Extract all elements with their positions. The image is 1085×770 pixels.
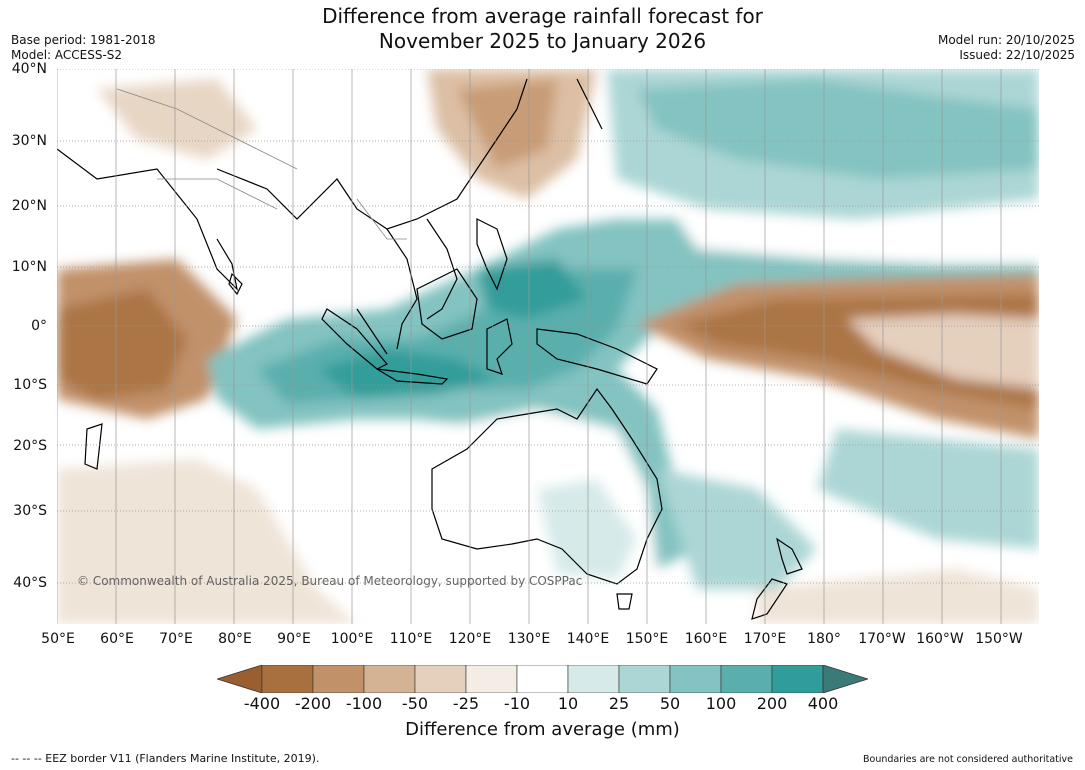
colorbar-label: Difference from average (mm) — [405, 719, 680, 740]
lon-label-160w: 160°W — [916, 631, 964, 647]
lat-label-30s: 30°S — [13, 503, 47, 519]
lon-label-150e: 150°E — [625, 631, 669, 647]
colorbar-segment — [516, 665, 569, 693]
lat-label-0: 0° — [31, 318, 47, 334]
lon-label-180: 180° — [807, 631, 841, 647]
colorbar-tick: -100 — [345, 694, 383, 713]
colorbar-segment — [720, 665, 773, 693]
lon-label-160e: 160°E — [684, 631, 728, 647]
lat-label-20n: 20°N — [11, 198, 47, 214]
lon-label-90e: 90°E — [277, 631, 311, 647]
lon-label-170e: 170°E — [743, 631, 787, 647]
colorbar-tick: 10 — [557, 694, 579, 713]
eez-note: -- -- -- EEZ border V11 (Flanders Marine… — [11, 752, 320, 765]
graticule — [57, 69, 1039, 624]
model-info: Base period: 1981-2018 Model: ACCESS-S2 — [11, 33, 156, 63]
colorbar-tick: -50 — [401, 694, 429, 713]
lat-label-10n: 10°N — [11, 259, 47, 275]
coastlines — [57, 78, 803, 620]
lon-label-110e: 110°E — [389, 631, 433, 647]
map-title: Difference from average rainfall forecas… — [0, 4, 1085, 54]
colorbar-arrow-low — [217, 665, 263, 693]
lon-label-70e: 70°E — [159, 631, 193, 647]
issued-date: Issued: 22/10/2025 — [959, 48, 1075, 62]
colorbar-segment — [261, 665, 314, 693]
lat-label-30n: 30°N — [11, 133, 47, 149]
colorbar-segment — [669, 665, 722, 693]
colorbar-segment — [771, 665, 824, 693]
colorbar-segment — [618, 665, 671, 693]
lon-label-150w: 150°W — [975, 631, 1023, 647]
colorbar-segment — [363, 665, 416, 693]
title-line-2: November 2025 to January 2026 — [378, 29, 707, 53]
base-period: Base period: 1981-2018 — [11, 33, 156, 47]
lon-label-100e: 100°E — [330, 631, 374, 647]
rainfall-map: © Commonwealth of Australia 2025, Bureau… — [57, 69, 1039, 624]
lon-label-120e: 120°E — [448, 631, 492, 647]
model-run-date: Model run: 20/10/2025 — [937, 33, 1075, 47]
colorbar-tick: -25 — [452, 694, 480, 713]
lon-label-140e: 140°E — [566, 631, 610, 647]
lon-label-60e: 60°E — [100, 631, 134, 647]
colorbar-tick: -400 — [243, 694, 281, 713]
copyright-notice: © Commonwealth of Australia 2025, Bureau… — [77, 574, 583, 588]
lon-label-170w: 170°W — [858, 631, 906, 647]
colorbar-segment — [567, 665, 620, 693]
lat-label-40s: 40°S — [13, 575, 47, 591]
colorbar — [217, 665, 868, 693]
colorbar-tick: 100 — [705, 694, 737, 713]
lat-label-20s: 20°S — [13, 438, 47, 454]
lon-label-130e: 130°E — [507, 631, 551, 647]
model-name: Model: ACCESS-S2 — [11, 48, 123, 62]
lon-label-80e: 80°E — [218, 631, 252, 647]
colorbar-arrow-high — [822, 665, 868, 693]
lon-label-50e: 50°E — [41, 631, 75, 647]
lat-label-10s: 10°S — [13, 377, 47, 393]
colorbar-segments — [261, 665, 824, 693]
colorbar-segment — [465, 665, 518, 693]
colorbar-tick: 25 — [608, 694, 630, 713]
colorbar-tick: 200 — [756, 694, 788, 713]
colorbar-tick: -10 — [503, 694, 531, 713]
run-info: Model run: 20/10/2025 Issued: 22/10/2025 — [938, 33, 1075, 63]
title-line-1: Difference from average rainfall forecas… — [322, 4, 763, 28]
colorbar-segment — [312, 665, 365, 693]
boundary-disclaimer: Boundaries are not considered authoritat… — [863, 754, 1073, 765]
colorbar-tick: 400 — [807, 694, 839, 713]
map-canvas — [57, 69, 1039, 624]
colorbar-segment — [414, 665, 467, 693]
lat-label-40n: 40°N — [11, 61, 47, 77]
colorbar-tick: -200 — [294, 694, 332, 713]
colorbar-tick: 50 — [659, 694, 681, 713]
